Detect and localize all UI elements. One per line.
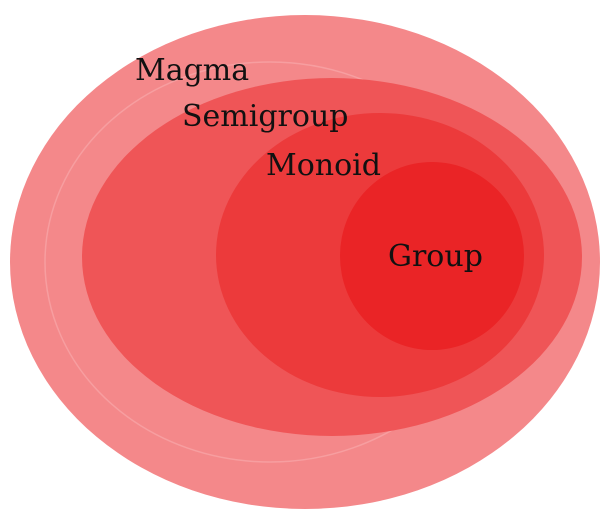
group-region bbox=[340, 162, 524, 350]
magma-label: Magma bbox=[135, 53, 249, 88]
semigroup-label: Semigroup bbox=[182, 99, 348, 134]
monoid-label: Monoid bbox=[266, 148, 381, 183]
group-label: Group bbox=[388, 239, 483, 274]
